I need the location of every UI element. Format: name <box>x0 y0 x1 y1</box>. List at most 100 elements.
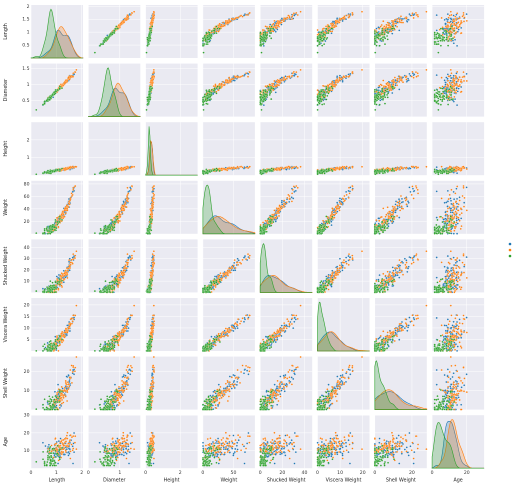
scatter-point <box>270 87 273 90</box>
scatter-point <box>373 96 376 99</box>
scatter-point <box>58 168 61 171</box>
scatter-point <box>123 21 126 24</box>
scatter-point <box>345 14 348 17</box>
scatter-point <box>330 27 333 30</box>
scatter-point <box>216 168 219 171</box>
scatter-point <box>316 37 319 40</box>
scatter-point <box>342 166 345 169</box>
scatter-point <box>226 21 229 24</box>
scatter-point <box>396 79 399 82</box>
scatter-point <box>229 80 232 83</box>
scatter-point <box>405 78 408 81</box>
scatter-point <box>433 41 436 44</box>
scatter-point <box>323 103 326 105</box>
scatter-point <box>341 20 344 23</box>
scatter-point <box>399 79 402 82</box>
scatter-point <box>210 170 213 173</box>
scatter-point <box>450 91 453 94</box>
scatter-point <box>320 169 323 172</box>
scatter-point <box>278 168 281 171</box>
scatter-point <box>399 21 402 24</box>
scatter-point <box>441 87 444 90</box>
scatter-point <box>325 87 328 90</box>
scatter-point <box>322 38 325 41</box>
scatter-point <box>321 34 324 37</box>
scatter-point <box>445 30 448 33</box>
scatter-point <box>444 25 447 28</box>
scatter-point <box>208 40 211 43</box>
scatter-point <box>43 102 46 105</box>
scatter-point <box>373 90 376 93</box>
scatter-point <box>263 36 266 39</box>
scatter-point <box>435 14 438 17</box>
scatter-point <box>330 85 333 88</box>
scatter-point <box>322 84 325 87</box>
scatter-point <box>58 87 61 90</box>
scatter-point <box>111 33 114 36</box>
scatter-point <box>291 72 294 75</box>
scatter-point <box>240 14 243 17</box>
scatter-point <box>345 165 348 168</box>
scatter-point <box>269 89 272 92</box>
scatter-point <box>457 21 460 24</box>
scatter-point <box>220 23 223 26</box>
scatter-point <box>105 170 108 173</box>
scatter-point <box>327 32 330 35</box>
scatter-point <box>374 51 377 54</box>
scatter-point <box>236 16 238 19</box>
scatter-point <box>151 25 154 28</box>
scatter-point <box>222 21 225 24</box>
scatter-point <box>453 82 456 85</box>
panel-diameter-vs-viscera-weight <box>316 63 370 117</box>
scatter-point <box>447 44 450 47</box>
scatter-point <box>411 12 414 15</box>
scatter-point <box>203 95 206 98</box>
scatter-point <box>130 11 133 14</box>
scatter-point <box>269 92 272 95</box>
scatter-point <box>205 171 208 174</box>
scatter-point <box>392 81 395 84</box>
scatter-point <box>373 32 376 35</box>
scatter-point <box>56 168 59 171</box>
scatter-point <box>391 32 394 35</box>
scatter-point <box>148 96 151 99</box>
scatter-point <box>441 98 444 101</box>
scatter-point <box>150 21 153 24</box>
scatter-point <box>323 91 326 94</box>
scatter-point <box>405 17 408 20</box>
scatter-point <box>266 90 269 93</box>
scatter-point <box>381 89 384 92</box>
scatter-point <box>241 166 244 169</box>
scatter-point <box>68 166 71 169</box>
scatter-point <box>447 21 449 24</box>
scatter-point <box>42 103 44 106</box>
scatter-point <box>383 33 386 36</box>
scatter-point <box>268 35 271 37</box>
scatter-point <box>457 26 460 29</box>
scatter-point <box>264 170 267 173</box>
scatter-point <box>348 74 351 77</box>
scatter-point <box>441 27 444 30</box>
scatter-point <box>445 17 448 20</box>
scatter-point <box>436 92 439 95</box>
scatter-point <box>425 10 428 13</box>
scatter-point <box>437 99 440 102</box>
scatter-point <box>410 75 413 78</box>
scatter-point <box>296 166 299 169</box>
scatter-point <box>105 37 108 40</box>
scatter-point <box>248 165 251 168</box>
scatter-point <box>145 108 148 111</box>
scatter-point <box>133 165 136 168</box>
scatter-point <box>259 90 262 93</box>
scatter-point <box>247 166 249 169</box>
scatter-point <box>440 92 443 95</box>
scatter-point <box>259 31 262 34</box>
scatter-point <box>35 173 38 176</box>
scatter-point <box>452 77 455 80</box>
scatter-point <box>222 80 225 83</box>
scatter-point <box>286 166 289 169</box>
scatter-point <box>416 72 419 75</box>
scatter-point <box>146 43 149 46</box>
scatter-point <box>325 27 328 30</box>
scatter-point <box>272 85 275 88</box>
